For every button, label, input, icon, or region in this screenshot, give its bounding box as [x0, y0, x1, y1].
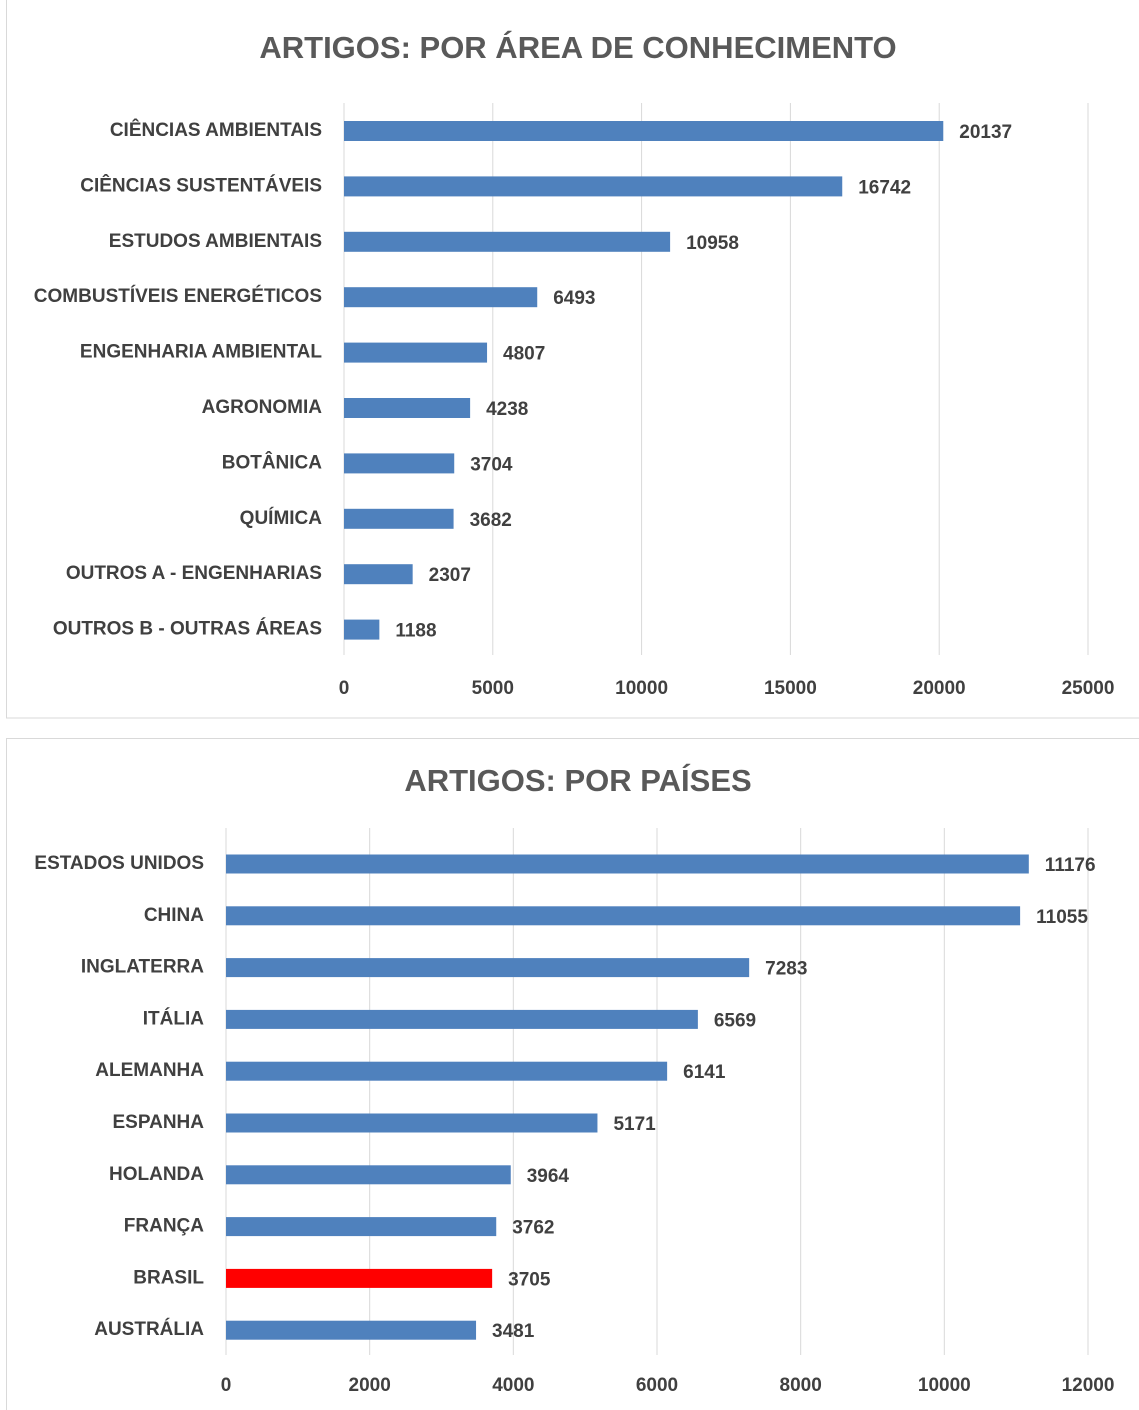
bar: [226, 1113, 598, 1133]
y-tick-label: BRASIL: [133, 1267, 204, 1288]
bar: [226, 1061, 668, 1081]
y-tick-label: BOTÂNICA: [222, 451, 323, 473]
y-tick-label: ESTADOS UNIDOS: [34, 853, 204, 874]
y-tick-label: HOLANDA: [109, 1164, 204, 1185]
data-label: 4807: [503, 344, 545, 365]
bar: [344, 508, 454, 529]
data-label: 3481: [492, 1321, 535, 1342]
bar: [344, 287, 538, 308]
bar: [344, 564, 413, 585]
chart-title: ARTIGOS: POR ÁREA DE CONHECIMENTO: [259, 30, 896, 65]
bar: [226, 1165, 511, 1185]
data-label: 1188: [395, 621, 436, 642]
y-tick-label: OUTROS B - OUTRAS ÁREAS: [53, 618, 322, 640]
x-tick-label: 0: [221, 1375, 232, 1396]
x-tick-label: 0: [339, 678, 350, 699]
data-label: 3704: [470, 454, 513, 475]
bar: [226, 1320, 477, 1340]
y-tick-label: ESTUDOS AMBIENTAIS: [109, 231, 322, 252]
data-label: 6569: [714, 1010, 756, 1031]
x-tick-label: 6000: [636, 1375, 678, 1396]
chart-frame: [6, 738, 1139, 1410]
y-tick-label: QUÍMICA: [240, 507, 323, 529]
y-tick-label: ESPANHA: [113, 1112, 205, 1133]
x-tick-label: 4000: [492, 1375, 534, 1396]
data-label: 4238: [486, 399, 528, 420]
bar: [226, 958, 750, 978]
bar: [344, 453, 455, 474]
bar: [226, 906, 1021, 926]
data-label: 5171: [613, 1114, 656, 1135]
x-tick-label: 25000: [1062, 678, 1115, 699]
data-label: 2307: [429, 565, 471, 586]
y-tick-label: CIÊNCIAS SUSTENTÁVEIS: [80, 174, 322, 196]
bar: [344, 176, 843, 197]
y-tick-label: CHINA: [144, 905, 204, 926]
y-tick-label: FRANÇA: [124, 1216, 204, 1237]
data-label: 7283: [765, 959, 807, 980]
y-tick-label: ALEMANHA: [95, 1060, 204, 1081]
bar: [344, 121, 944, 141]
bar: [226, 1217, 497, 1237]
bar: [344, 231, 671, 252]
data-label: 3705: [508, 1269, 551, 1290]
data-label: 20137: [959, 122, 1012, 143]
data-label: 3964: [527, 1166, 570, 1187]
y-tick-label: ENGENHARIA AMBIENTAL: [80, 342, 322, 363]
data-label: 16742: [858, 177, 911, 198]
data-label: 11176: [1045, 855, 1096, 876]
x-tick-label: 2000: [349, 1375, 391, 1396]
y-tick-label: COMBUSTÍVEIS ENERGÉTICOS: [34, 285, 322, 307]
y-tick-label: AGRONOMIA: [202, 397, 323, 418]
data-label: 3762: [512, 1218, 554, 1239]
data-label: 6493: [553, 288, 595, 309]
x-tick-label: 12000: [1062, 1375, 1115, 1396]
x-tick-label: 5000: [472, 678, 514, 699]
bar: [226, 1009, 698, 1029]
chart-frame: [6, 0, 1139, 719]
x-tick-label: 10000: [615, 678, 668, 699]
data-label: 10958: [686, 233, 739, 254]
bar: [344, 398, 471, 418]
y-tick-label: OUTROS A - ENGENHARIAS: [66, 563, 322, 584]
x-tick-label: 10000: [918, 1375, 971, 1396]
chart-title: ARTIGOS: POR PAÍSES: [404, 763, 751, 798]
data-label: 6141: [683, 1062, 726, 1083]
data-label: 11055: [1036, 907, 1088, 928]
x-tick-label: 15000: [764, 678, 817, 699]
bar: [344, 619, 380, 640]
data-label: 3682: [470, 510, 512, 531]
y-tick-label: CIÊNCIAS AMBIENTAIS: [110, 119, 322, 141]
y-tick-label: AUSTRÁLIA: [94, 1318, 204, 1340]
y-tick-label: INGLATERRA: [81, 957, 204, 978]
bar: [226, 1268, 493, 1288]
bar: [226, 854, 1029, 874]
y-tick-label: ITÁLIA: [143, 1007, 204, 1029]
x-tick-label: 8000: [780, 1375, 822, 1396]
x-tick-label: 20000: [913, 678, 966, 699]
bar: [344, 342, 488, 363]
